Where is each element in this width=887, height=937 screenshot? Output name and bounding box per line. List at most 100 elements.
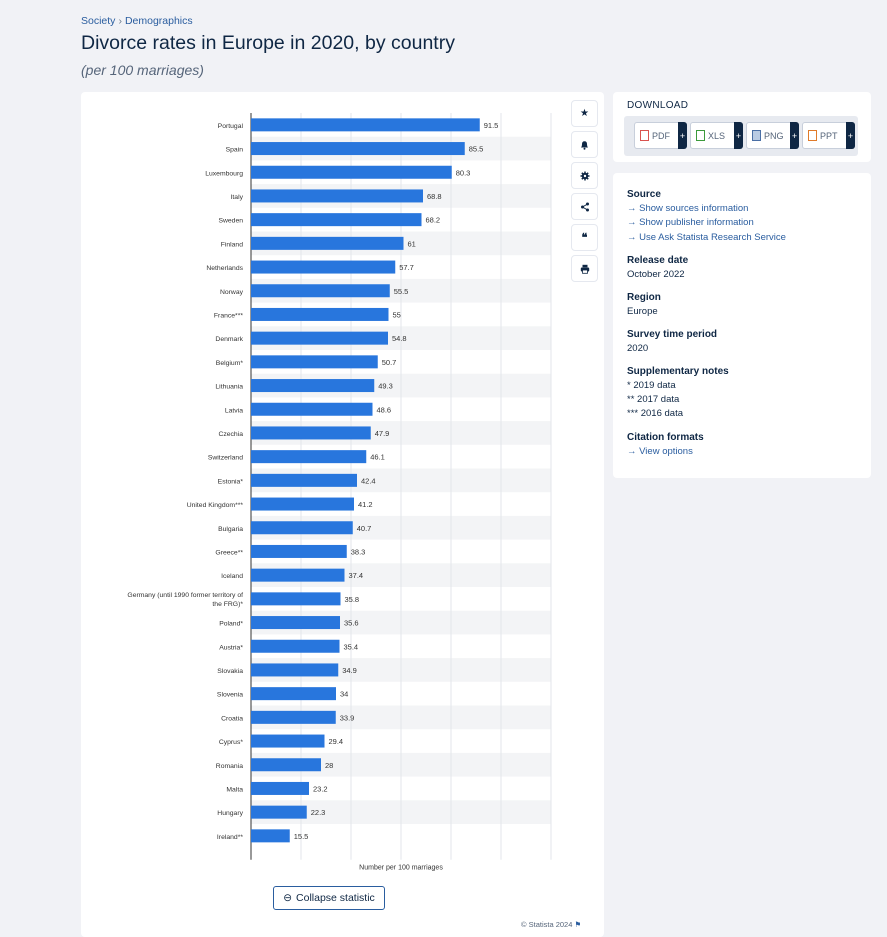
category-label: Slovenia bbox=[217, 692, 243, 699]
bar bbox=[251, 379, 375, 393]
supplementary-notes-heading: Supplementary notes bbox=[627, 366, 729, 377]
bar bbox=[251, 758, 321, 772]
bell-icon[interactable] bbox=[571, 131, 598, 158]
data-label: 47.9 bbox=[375, 429, 390, 438]
category-label: Luxembourg bbox=[205, 170, 243, 177]
collapse-statistic-button[interactable]: ⊖ Collapse statistic bbox=[273, 886, 385, 910]
plus-icon: + bbox=[678, 122, 687, 149]
category-label: United Kingdom*** bbox=[187, 502, 244, 509]
category-label: Hungary bbox=[217, 810, 243, 817]
download-xls-button[interactable]: XLS + bbox=[690, 122, 743, 149]
bar bbox=[251, 663, 339, 677]
breadcrumb-demographics[interactable]: Demographics bbox=[124, 15, 193, 27]
x-axis-title: Number per 100 marriages bbox=[359, 865, 443, 872]
download-pdf-button[interactable]: PDF + bbox=[634, 122, 687, 149]
category-label: Estonia* bbox=[218, 478, 244, 485]
favorite-star-icon[interactable]: ★ bbox=[571, 100, 598, 127]
note-2016: *** 2016 data bbox=[627, 408, 683, 419]
data-label: 35.6 bbox=[344, 619, 359, 628]
data-label: 37.4 bbox=[349, 571, 364, 580]
view-options-link[interactable]: → View options bbox=[627, 446, 693, 457]
ask-statista-link[interactable]: → Use Ask Statista Research Service bbox=[627, 232, 786, 243]
data-label: 42.4 bbox=[361, 476, 376, 485]
category-label: Denmark bbox=[215, 336, 243, 343]
bar bbox=[251, 805, 307, 819]
bar bbox=[251, 307, 389, 321]
bar bbox=[251, 331, 388, 345]
bar bbox=[251, 687, 336, 701]
bar bbox=[251, 189, 423, 203]
data-label: 22.3 bbox=[311, 808, 326, 817]
share-icon[interactable] bbox=[571, 193, 598, 220]
category-label: Czechia bbox=[218, 431, 243, 438]
data-label: 34 bbox=[340, 690, 348, 699]
category-label: Cyprus* bbox=[219, 739, 244, 746]
data-label: 50.7 bbox=[382, 358, 397, 367]
note-2019: * 2019 data bbox=[627, 380, 676, 391]
page-title: Divorce rates in Europe in 2020, by coun… bbox=[81, 32, 455, 54]
bar bbox=[251, 639, 340, 653]
data-label: 40.7 bbox=[357, 524, 372, 533]
data-label: 35.8 bbox=[345, 595, 360, 604]
category-label: Portugal bbox=[218, 123, 244, 130]
category-label: Finland bbox=[221, 241, 244, 248]
download-png-button[interactable]: PNG + bbox=[746, 122, 799, 149]
category-label: Bulgaria bbox=[218, 526, 243, 533]
chart-card: 91.5 Portugal 85.5 Spain 80.3 Luxembourg 68.8 I… bbox=[81, 92, 604, 937]
breadcrumb-society[interactable]: Society bbox=[81, 15, 116, 27]
data-label: 23.2 bbox=[313, 784, 328, 793]
category-label: Belgium* bbox=[216, 360, 244, 367]
release-date-value: October 2022 bbox=[627, 269, 685, 280]
category-label: Spain bbox=[226, 147, 244, 154]
category-label: Latvia bbox=[225, 407, 243, 414]
bar-chart: 91.5 Portugal 85.5 Spain 80.3 Luxembourg 68.8 I… bbox=[127, 113, 552, 872]
bar bbox=[251, 592, 341, 606]
citation-formats-heading: Citation formats bbox=[627, 432, 704, 443]
bar bbox=[251, 402, 373, 416]
category-label: Lithuania bbox=[215, 384, 243, 391]
print-icon[interactable] bbox=[571, 255, 598, 282]
data-label: 80.3 bbox=[456, 168, 471, 177]
bar bbox=[251, 118, 480, 132]
data-label: 33.9 bbox=[340, 713, 355, 722]
data-label: 29.4 bbox=[329, 737, 344, 746]
bar bbox=[251, 544, 347, 558]
data-label: 41.2 bbox=[358, 500, 373, 509]
category-label: Ireland** bbox=[217, 834, 243, 841]
bar bbox=[251, 734, 325, 748]
data-label: 46.1 bbox=[370, 453, 385, 462]
data-label: 49.3 bbox=[378, 382, 393, 391]
data-label: 15.5 bbox=[294, 832, 309, 841]
download-ppt-button[interactable]: PPT + bbox=[802, 122, 855, 149]
ask-statista-label: Use Ask Statista Research Service bbox=[639, 232, 786, 243]
data-label: 55 bbox=[393, 310, 401, 319]
bar bbox=[251, 781, 309, 795]
bar bbox=[251, 829, 290, 843]
gear-icon[interactable] bbox=[571, 162, 598, 189]
collapse-icon: ⊖ bbox=[283, 892, 293, 904]
show-sources-label: Show sources information bbox=[639, 203, 749, 214]
data-label: 61 bbox=[408, 239, 416, 248]
category-label: Greece** bbox=[215, 549, 243, 556]
show-publisher-link[interactable]: → Show publisher information bbox=[627, 217, 754, 228]
category-label: Netherlands bbox=[206, 265, 243, 272]
data-label: 38.3 bbox=[351, 547, 366, 556]
category-label: Switzerland bbox=[208, 455, 243, 462]
show-sources-link[interactable]: → Show sources information bbox=[627, 203, 749, 214]
xls-file-icon bbox=[696, 130, 705, 141]
category-label: Italy bbox=[231, 194, 244, 201]
data-label: 57.7 bbox=[399, 263, 414, 272]
category-label: Malta bbox=[226, 786, 243, 793]
collapse-label: Collapse statistic bbox=[296, 892, 375, 904]
note-2017: ** 2017 data bbox=[627, 394, 680, 405]
category-label: France*** bbox=[214, 312, 243, 319]
category-label: Austria* bbox=[219, 644, 243, 651]
chart-toolbar: ★ ❝ bbox=[571, 100, 598, 282]
category-label: Iceland bbox=[221, 573, 243, 580]
region-value: Europe bbox=[627, 306, 658, 317]
quote-icon[interactable]: ❝ bbox=[571, 224, 598, 251]
data-label: 48.6 bbox=[377, 405, 392, 414]
category-label: Poland* bbox=[219, 621, 243, 628]
bar bbox=[251, 165, 452, 179]
bar bbox=[251, 355, 378, 369]
